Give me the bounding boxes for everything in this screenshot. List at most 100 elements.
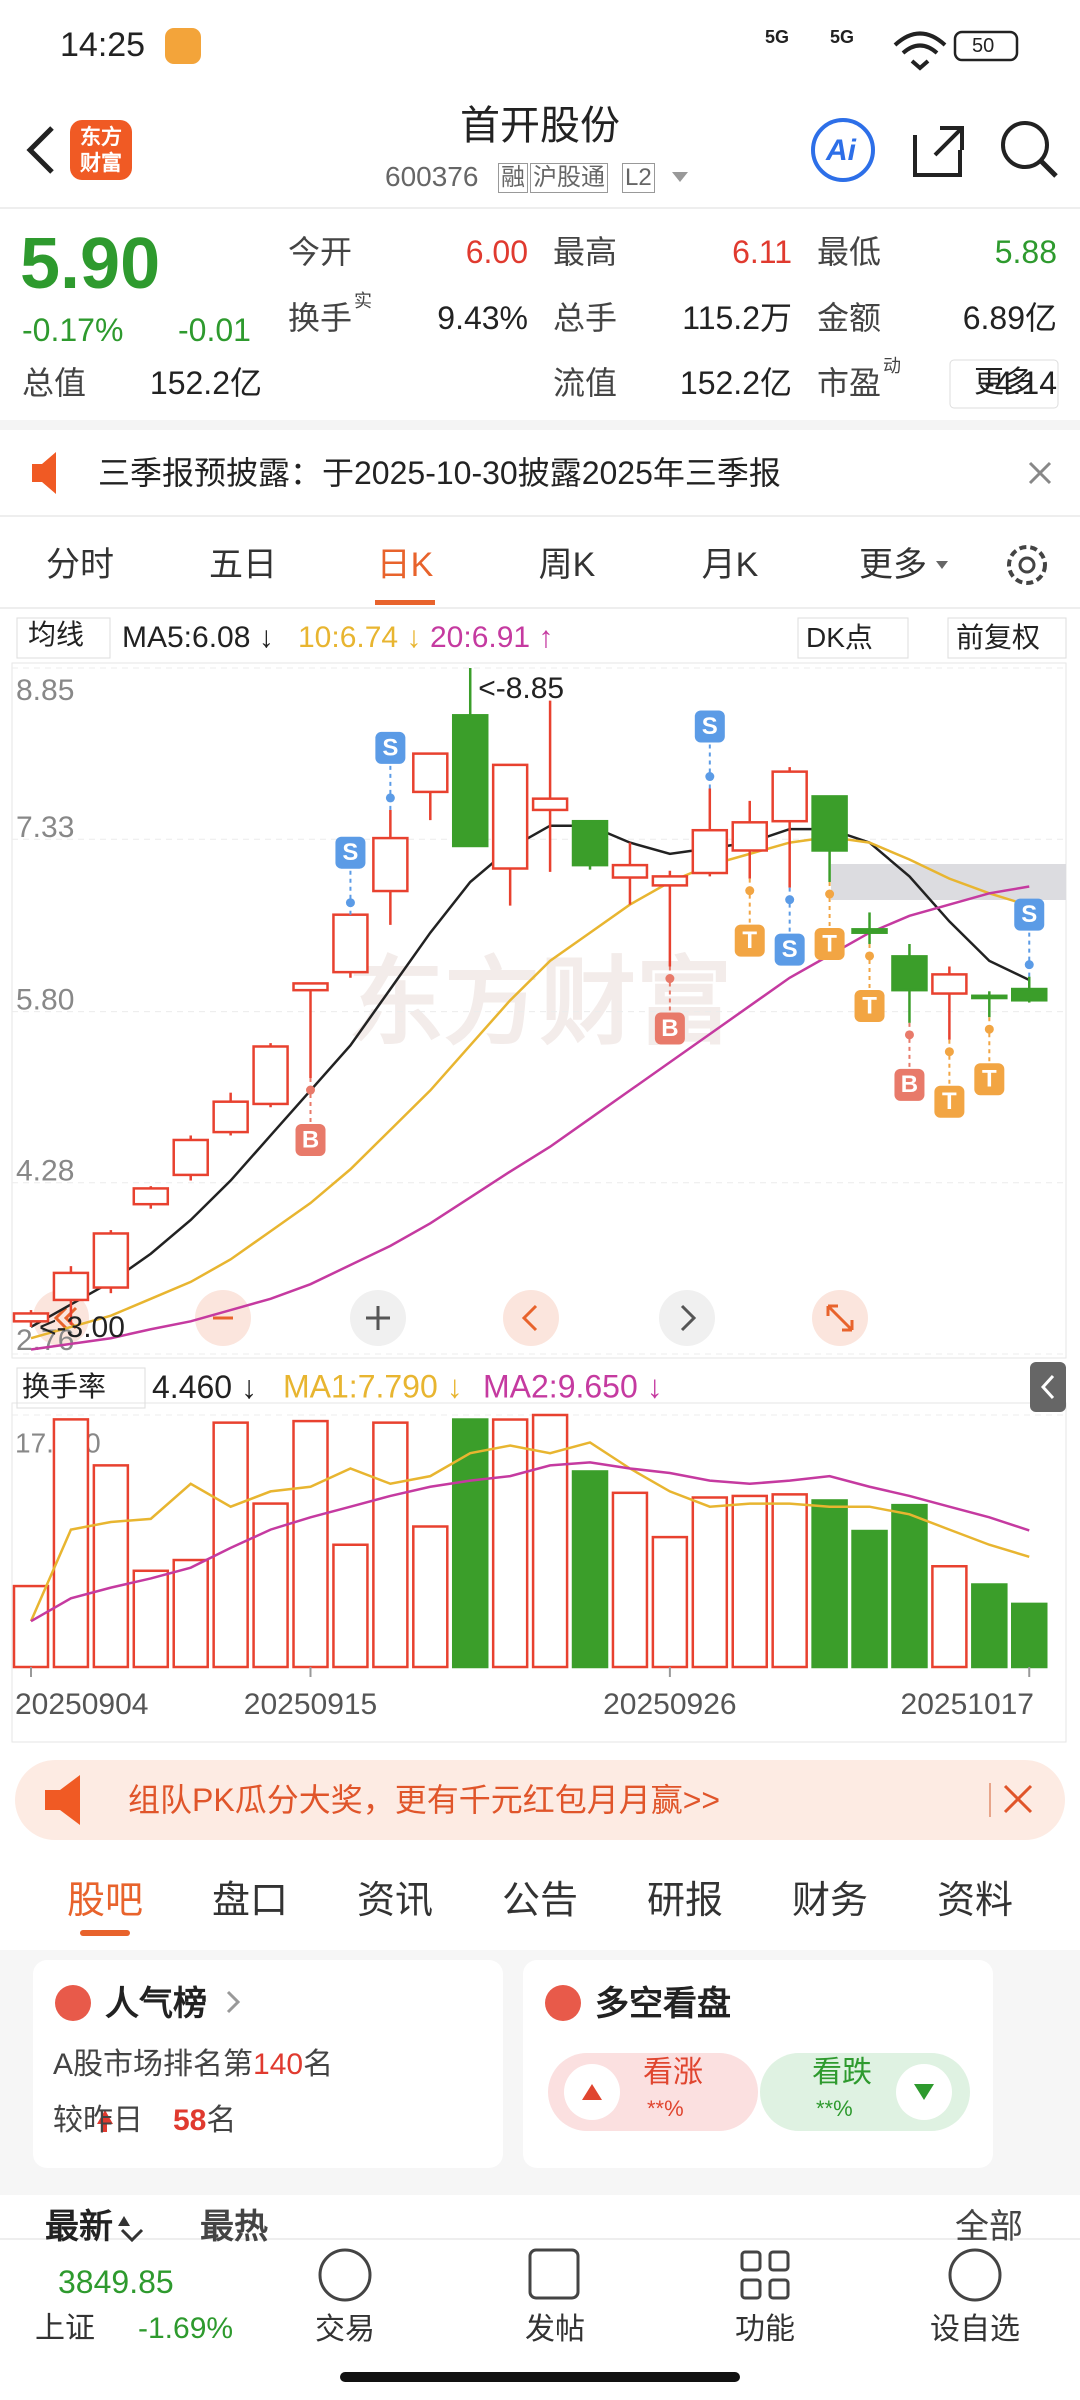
dk-button[interactable] — [797, 617, 909, 659]
filter[interactable]: 全部 — [955, 2208, 1023, 2246]
nav-label[interactable]: 设自选 — [930, 2313, 1020, 2346]
close-icon[interactable] — [1028, 461, 1052, 485]
marker-box[interactable] — [654, 1012, 685, 1045]
up-arrow — [97, 2110, 113, 2132]
close-icon[interactable] — [1003, 1784, 1033, 1814]
settings-icon[interactable] — [1007, 545, 1047, 585]
period-tab[interactable]: 日K — [376, 546, 434, 584]
adjust-label[interactable]: 前复权 — [956, 622, 1041, 653]
marker-box[interactable] — [335, 836, 366, 869]
marker-box[interactable] — [694, 710, 725, 743]
nav-button[interactable] — [503, 1290, 559, 1346]
candle-body — [92, 1232, 130, 1289]
marker-box[interactable] — [974, 1063, 1005, 1096]
nav-label[interactable]: 功能 — [735, 2313, 795, 2346]
nav-icon[interactable] — [528, 2248, 580, 2300]
candle-body — [491, 763, 529, 870]
ma-button-label[interactable]: 均线 — [28, 619, 85, 650]
y-tick-label: 4.28 — [16, 1155, 74, 1188]
dk-label[interactable]: DK点 — [806, 622, 873, 653]
change-suffix: 名 — [206, 2104, 237, 2137]
marker-box[interactable] — [734, 924, 765, 957]
ai-icon[interactable] — [811, 118, 875, 182]
section-tab[interactable]: 财务 — [791, 1880, 868, 1922]
candle-body — [172, 1138, 209, 1177]
indicator-label[interactable]: 换手率 — [22, 1371, 107, 1402]
ma-button[interactable] — [16, 617, 111, 659]
field-value: 152.2亿 — [149, 365, 262, 401]
marker-label: T — [942, 1088, 957, 1115]
sort-option[interactable]: 最新 — [45, 2208, 113, 2246]
more-button[interactable] — [949, 359, 1059, 409]
legend-entry: 20:6.91 ↑ — [430, 621, 553, 654]
adjust-button[interactable] — [947, 617, 1067, 659]
nav-label[interactable]: 发帖 — [525, 2313, 585, 2346]
turnover-bar — [931, 1565, 968, 1669]
card-title[interactable]: 人气榜 — [105, 1985, 207, 2023]
marker-box[interactable] — [1014, 898, 1045, 931]
change: -0.01 — [178, 312, 251, 348]
card-title[interactable]: 多空看盘 — [595, 1985, 731, 2023]
marker-box[interactable] — [774, 933, 805, 966]
period-tab[interactable]: 更多 — [859, 546, 927, 584]
ma-line — [29, 1441, 1030, 1622]
share-icon[interactable] — [913, 126, 964, 177]
section-tab[interactable]: 盘口 — [211, 1880, 288, 1922]
period-tab[interactable]: 分时 — [46, 546, 114, 584]
app-logo[interactable] — [70, 120, 132, 180]
banner-bg[interactable] — [15, 1760, 1065, 1840]
index-value[interactable]: 3849.85 — [58, 2264, 174, 2300]
candle-body — [691, 828, 729, 875]
nav-icons — [53, 1304, 854, 1332]
ma-line — [30, 835, 1030, 1340]
ai-label[interactable]: Ai — [826, 134, 856, 167]
turnover-bar — [451, 1418, 489, 1669]
turnover-bar — [132, 1569, 170, 1669]
period-tab[interactable]: 月K — [701, 546, 759, 584]
marker-box[interactable] — [814, 928, 845, 961]
period-tab[interactable]: 五日 — [209, 546, 277, 584]
marker-box[interactable] — [295, 1124, 326, 1157]
field-label: 最高 — [553, 234, 618, 270]
rank-prefix: A股市场排名第 — [53, 2048, 254, 2081]
section-tab[interactable]: 公告 — [501, 1880, 578, 1922]
section-tab[interactable]: 资讯 — [356, 1880, 433, 1922]
index-name[interactable]: 上证 — [35, 2312, 95, 2345]
banner-text[interactable]: 组队PK瓜分大奖，更有千元红包月月赢>> — [128, 1782, 721, 1818]
down-triangle — [914, 2084, 934, 2100]
turnover-bar — [172, 1558, 209, 1669]
nav-icon[interactable] — [740, 2250, 790, 2300]
notice[interactable]: 三季报预披露：于2025-10-30披露2025年三季报 — [98, 455, 781, 491]
nav-icon[interactable] — [948, 2248, 1002, 2302]
field-label: 最低 — [817, 234, 882, 270]
indicator-button[interactable] — [16, 1367, 146, 1409]
nav-icon[interactable] — [318, 2248, 372, 2302]
search-icon[interactable] — [1001, 121, 1049, 169]
collapse-tab[interactable] — [1030, 1362, 1066, 1412]
marker-dot — [944, 1047, 954, 1057]
sort-option[interactable]: 最热 — [200, 2208, 268, 2246]
index-change[interactable]: -1.69% — [138, 2312, 234, 2345]
card[interactable] — [33, 1960, 503, 2168]
legend-entry: 10:6.74 ↓ — [298, 621, 421, 654]
nav-icon — [680, 1304, 697, 1332]
marker-box[interactable] — [375, 731, 406, 764]
dropdown-arrow[interactable] — [672, 172, 688, 182]
nav-button[interactable] — [33, 1290, 89, 1346]
candle-body — [332, 913, 369, 974]
marker-dot — [306, 1085, 316, 1095]
period-tab[interactable]: 周K — [538, 546, 596, 584]
section-tab[interactable]: 研报 — [646, 1880, 723, 1922]
marker-box[interactable] — [894, 1068, 925, 1101]
section-tab[interactable]: 股吧 — [66, 1880, 143, 1922]
marker-box[interactable] — [934, 1085, 965, 1118]
nav-button[interactable] — [659, 1290, 715, 1346]
y-tick-label: 5.80 — [16, 983, 74, 1016]
more-label[interactable]: 更多 — [974, 366, 1034, 399]
section-tab[interactable]: 资料 — [936, 1880, 1013, 1922]
back-icon[interactable] — [26, 126, 54, 174]
marker-box[interactable] — [854, 989, 885, 1022]
nav-label[interactable]: 交易 — [315, 2313, 375, 2346]
divider — [0, 607, 1080, 609]
